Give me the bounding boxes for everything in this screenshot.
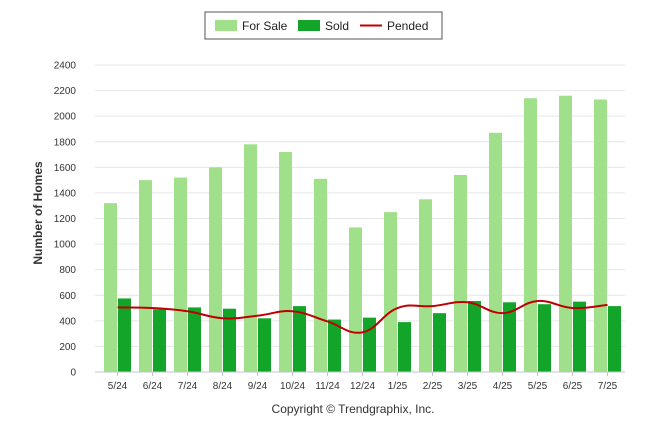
bars (104, 95, 621, 372)
y-tick-label: 800 (59, 265, 76, 276)
bar-sold (188, 307, 201, 372)
copyright-footer: Copyright © Trendgraphix, Inc. (272, 402, 435, 416)
legend-label-pended: Pended (387, 19, 428, 33)
legend-box (204, 11, 443, 40)
y-tick-label: 400 (59, 316, 76, 327)
bar-for-sale (174, 177, 187, 372)
x-tick-label: 6/24 (143, 381, 163, 392)
y-tick-label: 1800 (54, 137, 77, 148)
x-tick-label: 7/24 (178, 381, 198, 392)
bar-for-sale (594, 99, 607, 372)
bar-sold (328, 319, 341, 372)
y-axis-ticks: 0 200 400 600 800 1000 1200 1400 1600 1800 2000 220… (54, 61, 77, 379)
y-tick-label: 2000 (54, 112, 77, 123)
y-tick-label: 1400 (54, 188, 77, 199)
bar-sold (608, 306, 621, 372)
bar-sold (153, 309, 166, 372)
y-tick-label: 2200 (54, 86, 77, 97)
x-tick-label: 8/24 (213, 381, 233, 392)
pended-line-layer (117, 299, 608, 334)
bar-for-sale (384, 212, 397, 372)
x-tick-label: 5/25 (528, 381, 548, 392)
bar-for-sale (419, 199, 432, 372)
legend-swatch-sold (298, 20, 320, 31)
bar-sold (433, 313, 446, 372)
bar-sold (468, 301, 481, 372)
bar-for-sale (104, 203, 117, 372)
bar-sold (293, 306, 306, 372)
bar-for-sale (559, 95, 572, 372)
bar-sold (258, 318, 271, 372)
x-tick-label: 10/24 (280, 381, 305, 392)
x-tick-label: 2/25 (423, 381, 443, 392)
bar-for-sale (244, 144, 257, 372)
bar-for-sale (489, 132, 502, 372)
bar-for-sale (314, 178, 327, 372)
y-tick-label: 600 (59, 291, 76, 302)
legend-label-sold: Sold (325, 19, 349, 33)
y-tick-label: 2400 (54, 61, 77, 72)
bar-for-sale (279, 151, 292, 372)
y-tick-label: 1000 (54, 240, 77, 251)
legend-label-for-sale: For Sale (242, 19, 288, 33)
x-tick-label: 11/24 (315, 381, 340, 392)
bar-sold (398, 322, 411, 372)
x-tick-label: 3/25 (458, 381, 478, 392)
bar-sold (503, 302, 516, 372)
legend: For Sale Sold Pended (204, 11, 443, 40)
x-tick-label: 1/25 (388, 381, 408, 392)
x-tick-label: 6/25 (563, 381, 583, 392)
y-axis-title: Number of Homes (31, 161, 45, 265)
bar-sold (118, 298, 131, 372)
bar-for-sale (454, 175, 467, 372)
x-tick-label: 9/24 (248, 381, 268, 392)
y-tick-label: 200 (59, 342, 76, 353)
bar-sold (573, 301, 586, 372)
x-axis-ticks: 5/24 6/24 7/24 8/24 9/24 10/24 11/24 12/24 1/25 2… (108, 372, 618, 392)
x-tick-label: 12/24 (350, 381, 375, 392)
bar-for-sale (139, 180, 152, 372)
bar-for-sale (209, 167, 222, 372)
x-tick-label: 5/24 (108, 381, 128, 392)
legend-swatch-for-sale (215, 20, 237, 31)
x-tick-label: 7/25 (598, 381, 618, 392)
bar-for-sale (349, 227, 362, 372)
bar-sold (223, 308, 236, 372)
bar-sold (538, 304, 551, 372)
y-tick-label: 1200 (54, 214, 77, 225)
y-tick-label: 0 (70, 368, 76, 379)
bar-for-sale (524, 98, 537, 372)
x-tick-label: 4/25 (493, 381, 513, 392)
y-tick-label: 1600 (54, 163, 77, 174)
